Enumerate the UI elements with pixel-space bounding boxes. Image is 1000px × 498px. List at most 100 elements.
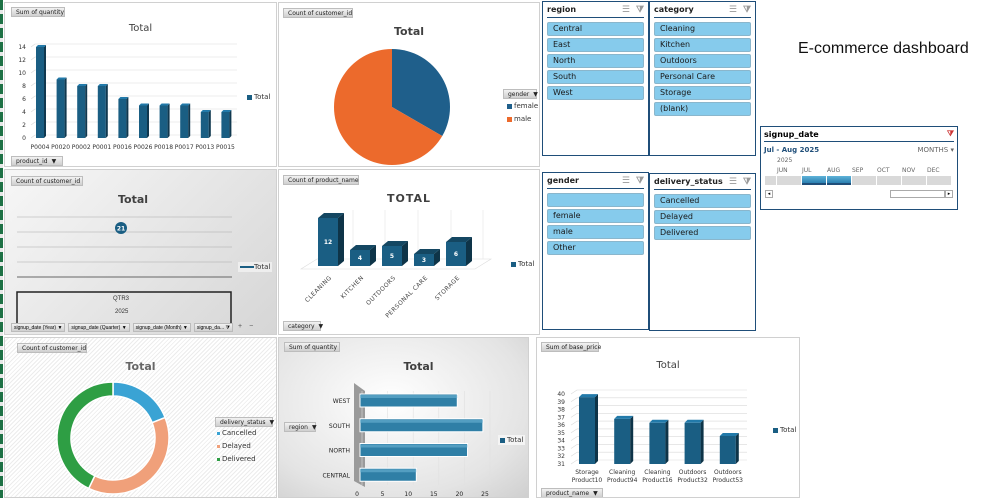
slicer-item-category[interactable]: (blank) [654, 102, 751, 116]
field-button-sum-quantity[interactable]: Sum of quantity [11, 7, 65, 17]
slicer-category[interactable]: category ☰ ⧩ Cleaning Kitchen Outdoors Person… [649, 1, 756, 156]
gridline-depth [30, 43, 36, 48]
product-name-filter-button[interactable]: product_name ▼ [541, 488, 603, 497]
product-id-filter-button[interactable]: product_id ▼ [11, 156, 63, 166]
bar-top [414, 249, 440, 254]
slicer-delivery-status[interactable]: delivery_status ☰ ⧩ Cancelled Delayed Delive… [649, 173, 756, 331]
timeline-bar-sep[interactable] [852, 176, 876, 185]
clear-filter-icon[interactable]: ⧩ [946, 129, 954, 138]
timeline-bar-aug[interactable] [827, 176, 851, 185]
clear-filter-icon[interactable]: ⧩ [635, 4, 644, 15]
timeline-bar[interactable] [765, 176, 776, 185]
clear-filter-icon[interactable]: ⧩ [742, 176, 751, 187]
data-label: 3 [422, 257, 426, 264]
y-tick-label: NORTH [329, 448, 350, 455]
x-tick-label: P0001 [92, 144, 111, 151]
bar [200, 112, 209, 138]
signup-line-chart[interactable]: Count of customer_id Total 21 Total QTR3… [4, 169, 277, 335]
date-filter-button[interactable]: signup_date (Month) ▼ [132, 323, 191, 332]
timeline-bar-jul[interactable] [802, 176, 826, 185]
price-bar-chart[interactable]: Sum of base_price Total 31 32 33 34 35 36 37 38… [536, 337, 800, 498]
field-button-sum-quantity[interactable]: Sum of quantity [284, 342, 340, 352]
delivery-donut-chart[interactable]: Count of customer_id Total delivery_stat… [4, 337, 277, 498]
x-tick-label: STORAGE [434, 274, 462, 302]
slicer-item-gender[interactable]: male [547, 225, 644, 239]
slicer-item-category[interactable]: Cleaning [654, 22, 751, 36]
timeline-bar-oct[interactable] [877, 176, 901, 185]
slicer-item-region[interactable]: North [547, 54, 644, 68]
date-filter-button[interactable]: signup_date (Year) ▼ [11, 323, 66, 332]
slicer-header: delivery_status ☰ ⧩ [654, 174, 751, 190]
delivery-legend-title: delivery_status [220, 419, 266, 426]
x-tick-label: 10 [404, 491, 412, 498]
slicer-region[interactable]: region ☰ ⧩ Central East North South West [542, 1, 649, 156]
product-name-filter-label: product_name [546, 490, 590, 497]
gender-pie-chart[interactable]: Count of customer_id Total gender ▼ femal… [278, 2, 540, 167]
scroll-left-icon[interactable]: ◂ [765, 190, 773, 198]
qty-by-product-chart[interactable]: Sum of quantity Total 0 2 4 6 8 10 12 14 P0004 P0… [4, 2, 277, 167]
axis-label-quarter: QTR3 [113, 296, 130, 302]
slicer-item-region[interactable]: West [547, 86, 644, 100]
floor [299, 258, 493, 270]
region-filter-button[interactable]: region ▼ [284, 422, 317, 432]
bar-side [665, 419, 669, 464]
date-filter-button[interactable]: signup_date (Quarter) ▼ [68, 323, 130, 332]
slicer-item-category[interactable]: Personal Care [654, 70, 751, 84]
slicer-item-region[interactable]: South [547, 70, 644, 84]
timeline-bars[interactable] [765, 176, 953, 185]
slicer-item-gender[interactable] [547, 193, 644, 207]
timeline-scrollbar[interactable]: ◂ ▸ [765, 190, 953, 200]
timeline-month-label: DEC [927, 167, 940, 174]
slicer-item-delivery-status[interactable]: Cancelled [654, 194, 751, 208]
slicer-item-region[interactable]: East [547, 38, 644, 52]
slicer-items: female male Other [543, 189, 648, 255]
gridline-depth [570, 397, 578, 403]
slicer-item-category[interactable]: Kitchen [654, 38, 751, 52]
bar-side [595, 394, 598, 464]
multi-select-icon[interactable]: ☰ [621, 4, 630, 15]
bar-highlight [360, 469, 417, 473]
slicer-item-delivery-status[interactable]: Delayed [654, 210, 751, 224]
multi-select-icon[interactable]: ☰ [621, 175, 630, 186]
slicer-item-region[interactable]: Central [547, 22, 644, 36]
signup-date-timeline[interactable]: signup_date ⧩ Jul - Aug 2025 MONTHS ▾ 20… [760, 126, 958, 210]
timeline-bar-jun[interactable] [777, 176, 801, 185]
field-button-count-customer[interactable]: Count of customer_id [283, 8, 353, 18]
field-button-sum-base-price[interactable]: Sum of base_price [541, 342, 601, 352]
expand-button[interactable]: + [237, 323, 243, 330]
gridline-depth [30, 95, 36, 100]
y-tick-label: 39 [557, 399, 565, 406]
collapse-button[interactable]: − [249, 323, 254, 330]
multi-select-icon[interactable]: ☰ [728, 176, 737, 187]
category-bar-chart[interactable]: Count of product_name TOTAL 12 CLEANING 4 K… [278, 169, 540, 335]
slicer-item-gender[interactable]: female [547, 209, 644, 223]
region-bar-chart[interactable]: Sum of quantity Total 0 5 10 15 20 25 WEST SOUT… [278, 337, 529, 498]
multi-select-icon[interactable]: ☰ [728, 4, 737, 15]
scroll-thumb[interactable] [890, 190, 945, 198]
slicer-gender[interactable]: gender ☰ ⧩ female male Other [542, 172, 649, 330]
bar [382, 246, 402, 266]
scroll-right-icon[interactable]: ▸ [945, 190, 953, 198]
slicer-item-category[interactable]: Outdoors [654, 54, 751, 68]
field-button-count-customer[interactable]: Count of customer_id [17, 343, 87, 353]
slicer-item-category[interactable]: Storage [654, 86, 751, 100]
category-filter-button[interactable]: category ▼ [283, 321, 323, 331]
clear-filter-icon[interactable]: ⧩ [635, 175, 644, 186]
bar-top [180, 103, 191, 106]
dashboard-title: E-commerce dashboard [798, 40, 969, 57]
timeline-level-select[interactable]: MONTHS ▾ [917, 146, 954, 154]
clear-filter-icon[interactable]: ⧩ [742, 4, 751, 15]
bar-side [630, 415, 634, 464]
gender-legend-filter[interactable]: gender ▼ [503, 89, 538, 99]
slicer-item-gender[interactable]: Other [547, 241, 644, 255]
legend-label: Delivered [222, 455, 256, 463]
field-button-count-product[interactable]: Count of product_name [283, 175, 359, 185]
timeline-bar-dec[interactable] [927, 176, 951, 185]
date-filter-button[interactable]: signup_da... ⧩ [193, 323, 233, 332]
slicer-item-delivery-status[interactable]: Delivered [654, 226, 751, 240]
timeline-bar-nov[interactable] [902, 176, 926, 185]
delivery-legend-filter[interactable]: delivery_status ▼ [215, 417, 274, 427]
field-button-count-customer[interactable]: Count of customer_id [11, 176, 83, 186]
slicer-title: gender [547, 176, 579, 185]
